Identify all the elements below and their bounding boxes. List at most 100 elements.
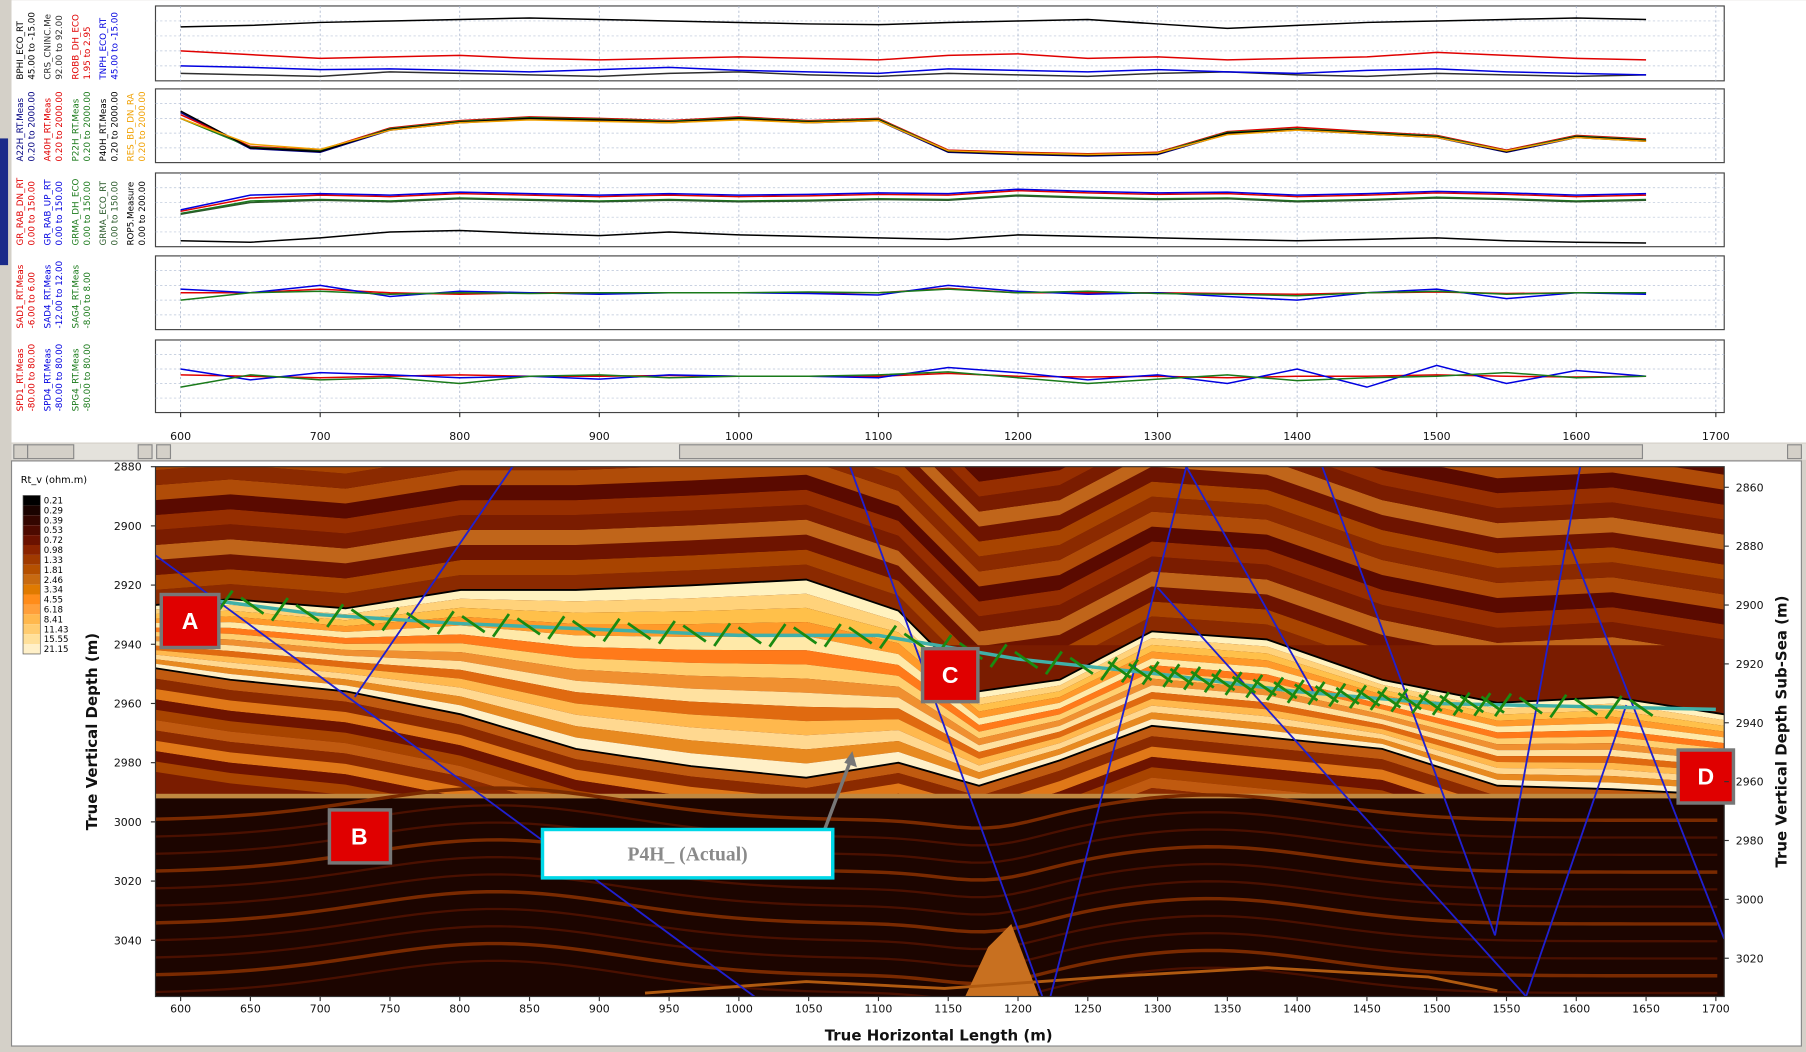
curve-name: CRS_CNINC.Me (44, 14, 54, 80)
dip-tick (1307, 681, 1326, 706)
legend-swatch (23, 554, 41, 565)
log-curve (180, 71, 1647, 78)
model-layer (155, 504, 1725, 655)
side-tab[interactable] (0, 138, 9, 266)
fault (1049, 466, 1314, 997)
deep-layer (155, 959, 1718, 997)
track-frame (154, 172, 1725, 248)
legend-swatch (23, 584, 41, 595)
fault (353, 466, 514, 698)
model-layer (949, 466, 1725, 520)
y-tick-label: 2880 (114, 461, 142, 474)
dip-tick (1069, 656, 1094, 675)
x-tick-label: 950 (659, 1003, 680, 1016)
x-tick-label: 1300 (1144, 430, 1172, 443)
dip-tick (848, 626, 873, 645)
scroll-right[interactable] (137, 444, 153, 460)
model-layer (964, 466, 1725, 505)
deep-layer (155, 907, 1718, 951)
annotation-box (920, 646, 980, 704)
x-tick-label: 1050 (795, 1003, 823, 1016)
dip-tick (1141, 661, 1160, 686)
y-tick-label: 2920 (114, 579, 142, 592)
callout-arrow (823, 755, 854, 831)
log-curve (180, 371, 1647, 388)
dip-tick (1100, 656, 1119, 681)
log-curve (180, 50, 1647, 61)
reservoir-layer (155, 632, 1725, 755)
curve-range: 0.20 to 2000.00 (110, 91, 120, 161)
log-track: GR_RAB_DN_RT 0.00 to 150.00 GR_RAB_UP_RT 0.… (16, 172, 1725, 248)
dip-tick (1183, 666, 1202, 691)
reservoir-layer (155, 641, 1725, 767)
reservoir-layer (155, 622, 1725, 744)
curve-name: SAG4_RT.Meas (71, 264, 81, 328)
curve-range: 0.00 to 150.00 (55, 181, 65, 245)
reservoir-layer (155, 659, 1725, 790)
curve-range: 45.00 to -15.00 (28, 12, 38, 80)
scroll-thumb[interactable] (27, 444, 75, 460)
curve-range: 0.20 to 2000.00 (28, 91, 38, 161)
scroll-right[interactable] (1786, 444, 1802, 460)
curve-name: SAD1_RT.Meas (16, 264, 26, 328)
curves (180, 17, 1647, 78)
curve-range: 0.20 to 2000.00 (55, 91, 65, 161)
legend-label: 11.43 (44, 625, 69, 635)
legend-label: 8.41 (44, 615, 63, 625)
x-tick-label: 1200 (1004, 1003, 1032, 1016)
dip-tick (1224, 671, 1243, 696)
legend-label: 0.98 (44, 546, 63, 556)
x-tick-label: 900 (589, 1003, 610, 1016)
fault (155, 554, 755, 997)
reservoir-layer (155, 645, 1725, 772)
dip-tick (627, 622, 652, 641)
x-tick-label: 1400 (1283, 1003, 1311, 1016)
x-tick-label: 650 (240, 1003, 261, 1016)
curve-range: 92.00 to 92.00 (55, 15, 65, 79)
log-curve (180, 188, 1647, 211)
legend-swatch (23, 644, 41, 654)
curve-range: -80.00 to 80.00 (55, 344, 65, 412)
dip-tick (1431, 691, 1450, 716)
model-layer (155, 668, 1725, 806)
x-tick-label: 800 (449, 430, 470, 443)
fault (1567, 541, 1725, 940)
y2-tick-label: 2960 (1736, 776, 1764, 789)
y-tick-label: 3000 (114, 816, 142, 829)
scroll-left[interactable] (13, 444, 29, 460)
annotation-box (327, 808, 393, 865)
annotation-label: C (942, 662, 959, 688)
y-tick-label: 3040 (114, 934, 142, 947)
y-tick-label: 3020 (114, 875, 142, 888)
curve-name: ROBB_DH_ECO (71, 14, 81, 80)
model-layer (904, 466, 1725, 565)
dip-tick (1245, 674, 1264, 699)
x-tick-label: 1450 (1353, 1003, 1381, 1016)
y2-tick-label: 3000 (1736, 893, 1764, 906)
legend-swatch (23, 634, 41, 645)
legend-label: 0.21 (44, 497, 63, 507)
dip-tick (1120, 658, 1139, 684)
scroll-thumb[interactable] (678, 444, 1644, 460)
scroll-left[interactable] (156, 444, 172, 460)
x-tick-label: 700 (310, 430, 331, 443)
legend-swatch (23, 545, 41, 555)
reservoir-layer (155, 650, 1725, 778)
x-tick-label: 600 (170, 1003, 191, 1016)
x-tick-label: 750 (380, 1003, 401, 1016)
legend-swatch (23, 624, 41, 635)
dip-tick (1494, 692, 1513, 717)
curves (180, 364, 1647, 388)
log-track: A22H_RT.Meas 0.20 to 2000.00 A40H_RT.Meas 0… (16, 88, 1725, 164)
deep-layer (155, 889, 1718, 934)
y2-tick-label: 2860 (1736, 481, 1764, 494)
dip-tick (1348, 684, 1368, 709)
curve-name: RES_BD_DN_RA (127, 93, 137, 161)
deep-layer (155, 821, 1718, 864)
dip-tick (1411, 689, 1430, 715)
model-layer (155, 466, 1725, 610)
callout-label: P4H_ (Actual) (628, 845, 748, 866)
dip-tick (657, 620, 676, 645)
curve-name: A22H_RT.Meas (16, 98, 26, 162)
dip-tick (295, 603, 320, 623)
